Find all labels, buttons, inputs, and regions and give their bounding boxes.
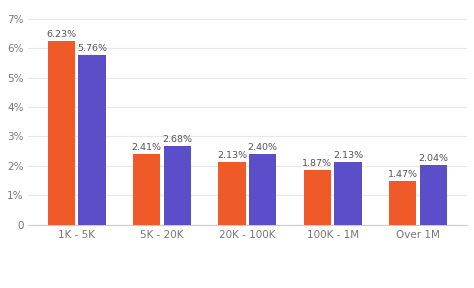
Text: 2.40%: 2.40%	[248, 143, 278, 152]
Bar	[389, 181, 416, 225]
Text: 2.68%: 2.68%	[162, 135, 192, 144]
Text: 6.23%: 6.23%	[46, 30, 76, 39]
Text: 1.87%: 1.87%	[302, 159, 332, 168]
Bar	[219, 162, 246, 225]
Text: 1.47%: 1.47%	[388, 170, 418, 179]
Bar	[334, 162, 362, 225]
Bar	[133, 154, 160, 225]
Bar	[47, 41, 75, 225]
Bar	[78, 55, 106, 225]
Text: 2.41%: 2.41%	[132, 143, 162, 152]
Bar	[164, 146, 191, 225]
Text: 2.04%: 2.04%	[419, 154, 448, 162]
Text: 5.76%: 5.76%	[77, 44, 107, 53]
Bar	[304, 170, 331, 225]
Text: 2.13%: 2.13%	[333, 151, 363, 160]
Legend: ER Romania, ER Worldwide: ER Romania, ER Worldwide	[140, 287, 355, 288]
Text: 2.13%: 2.13%	[217, 151, 247, 160]
Bar	[420, 165, 447, 225]
Bar	[249, 154, 276, 225]
